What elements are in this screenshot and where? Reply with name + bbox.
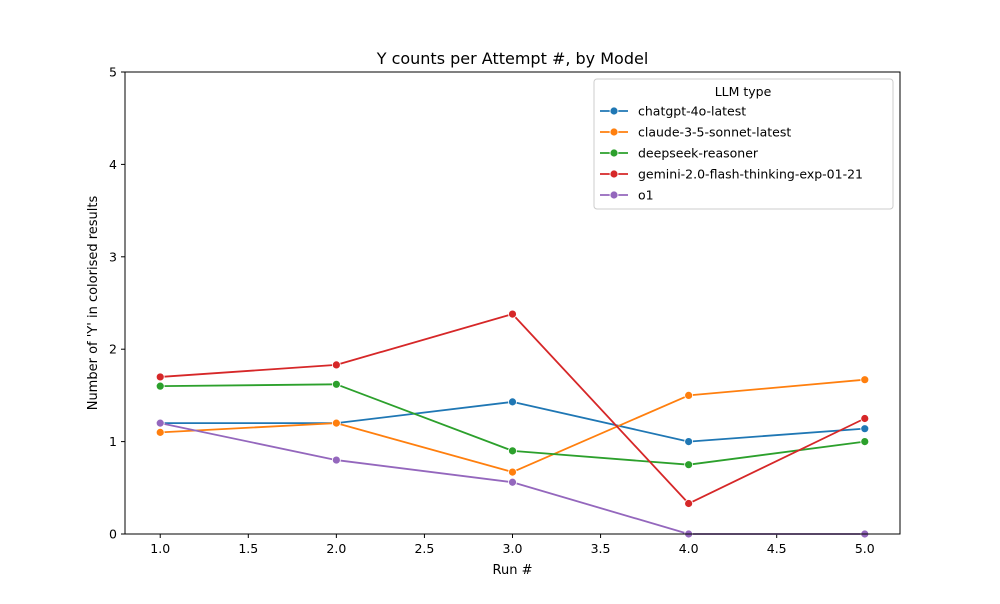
data-point [860,437,870,447]
plot-frame [124,71,901,535]
data-point [508,446,517,456]
legend-marker [609,190,619,200]
data-point [684,499,694,508]
x-tick-label: 3.0 [503,541,523,556]
data-point [860,424,870,434]
data-point [508,309,517,319]
legend-item: gemini-2.0-flash-thinking-exp-01-21 [600,167,863,182]
legend-label: deepseek-reasoner [638,146,759,161]
legend-marker [609,106,619,116]
chart-title: Y counts per Attempt #, by Model [376,49,649,68]
data-point [155,427,165,437]
series-deepseek-reasoner [155,379,870,470]
legend-items: chatgpt-4o-latest claude-3-5-sonnet-lates… [600,104,863,203]
data-point [508,477,517,487]
data-point [155,381,165,391]
y-tick-label: 1 [109,434,117,449]
legend-box [593,78,894,210]
x-tick-label: 2.0 [326,541,346,556]
legend-marker [609,169,619,179]
y-tick-label: 2 [109,342,117,357]
data-point [331,379,341,389]
data-point [860,414,870,423]
y-tick-label: 5 [109,65,117,80]
legend-label: claude-3-5-sonnet-latest [638,125,791,140]
series-gemini-2.0-flash-thinking-exp-01-21 [155,309,870,508]
data-point [684,437,694,447]
y-tick-label: 4 [109,157,117,172]
data-point [508,467,517,477]
legend-label: gemini-2.0-flash-thinking-exp-01-21 [638,167,863,182]
y-tick-label: 0 [109,527,117,542]
x-tick-label: 5.0 [855,541,875,556]
x-tick-label: 4.5 [767,541,787,556]
x-tick-label: 1.0 [150,541,170,556]
y-axis: 0 1 2 3 4 5 [109,65,125,542]
legend-label: chatgpt-4o-latest [638,104,746,119]
data-point [155,418,165,428]
x-tick-label: 2.5 [414,541,434,556]
x-axis: 1.0 1.5 2.0 2.5 3.0 3.5 4.0 4.5 5.0 [150,534,875,556]
data-point [860,375,870,385]
legend-item: chatgpt-4o-latest [600,104,746,119]
data-point [331,455,341,465]
legend-marker [609,148,619,158]
legend-title: LLM type [715,84,772,99]
legend-item: o1 [600,188,654,203]
legend-item: deepseek-reasoner [600,146,759,161]
data-point [331,360,341,370]
data-point [155,372,165,382]
data-point [508,397,517,407]
x-tick-label: 4.0 [679,541,699,556]
series-claude-3-5-sonnet-latest [155,375,870,477]
data-point [331,418,341,428]
y-axis-label: Number of 'Y' in colorised results [86,196,101,411]
legend-marker [609,127,619,137]
x-tick-label: 3.5 [591,541,611,556]
data-point [684,460,694,470]
legend: LLM type chatgpt-4o-latest claude-3-5-son… [593,78,894,210]
y-tick-label: 3 [109,249,117,264]
series-layer [155,309,870,539]
x-axis-label: Run # [493,563,533,578]
legend-item: claude-3-5-sonnet-latest [600,125,791,140]
data-point [684,390,694,400]
x-tick-label: 1.5 [238,541,258,556]
legend-label: o1 [638,188,654,203]
